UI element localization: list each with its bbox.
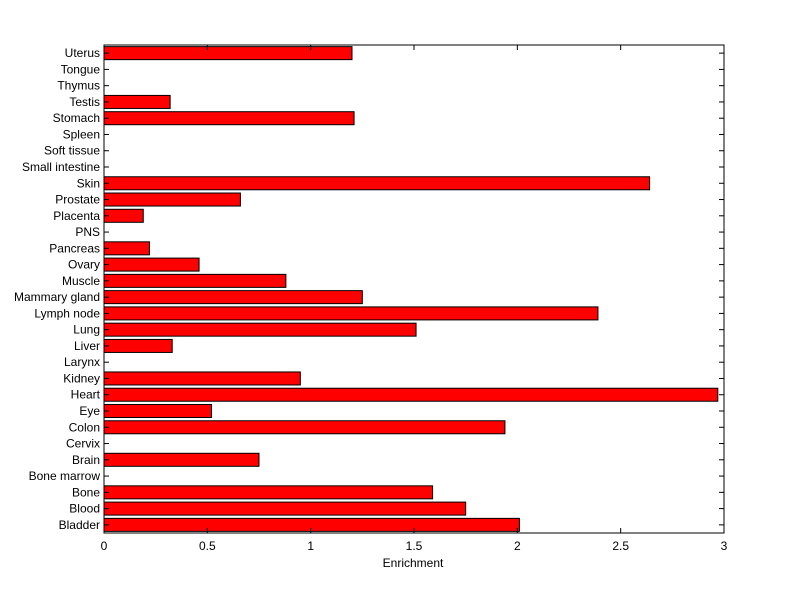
bar-blood <box>103 501 467 516</box>
bar-mammary-gland <box>103 290 363 305</box>
y-tick-label: Eye <box>79 404 100 418</box>
y-tick-label: Lymph node <box>34 306 100 320</box>
y-tick-label: Placenta <box>53 209 100 223</box>
bar-kidney <box>103 371 301 386</box>
y-tick-label: Thymus <box>57 79 100 93</box>
y-tick-label: Blood <box>69 502 100 516</box>
x-tick-label: 1 <box>307 539 314 553</box>
bar-stomach <box>103 111 355 126</box>
y-tick-label: Liver <box>74 339 100 353</box>
plot-area <box>104 45 724 533</box>
y-tick-label: Ovary <box>68 258 100 272</box>
y-tick-label: Uterus <box>65 46 100 60</box>
y-tick-label: Skin <box>77 176 100 190</box>
bar-heart <box>103 387 719 402</box>
bar-placenta <box>103 208 144 223</box>
bar-prostate <box>103 192 241 207</box>
y-tick-label: PNS <box>75 225 100 239</box>
y-tick-label: Pancreas <box>49 241 100 255</box>
y-tick-label: Heart <box>71 388 101 402</box>
bar-brain <box>103 452 260 467</box>
y-tick-label: Brain <box>72 453 100 467</box>
y-tick-label: Spleen <box>63 127 100 141</box>
y-tick-label: Prostate <box>55 193 100 207</box>
y-tick-label: Soft tissue <box>44 144 100 158</box>
y-tick-label: Bone marrow <box>29 469 101 483</box>
y-tick-label: Tongue <box>61 62 101 76</box>
bar-muscle <box>103 273 287 288</box>
y-tick-label: Small intestine <box>22 160 100 174</box>
y-tick-label: Muscle <box>62 274 100 288</box>
y-tick-label: Cervix <box>66 437 100 451</box>
x-tick-labels: 0 0.5 1 1.5 2 2.5 3 <box>101 539 728 553</box>
x-tick-label: 0 <box>101 539 108 553</box>
x-tick-label: 0.5 <box>199 539 216 553</box>
x-tick-label: 1.5 <box>406 539 423 553</box>
x-tick-label: 2 <box>514 539 521 553</box>
bar-colon <box>103 420 506 435</box>
bar-lymph-node <box>103 306 599 321</box>
bar-liver <box>103 338 173 353</box>
y-tick-label: Bone <box>72 485 100 499</box>
bar-ovary <box>103 257 200 272</box>
y-tick-label: Bladder <box>59 518 100 532</box>
y-tick-label: Testis <box>69 95 100 109</box>
y-tick-label: Larynx <box>64 355 100 369</box>
bar-eye <box>103 403 212 419</box>
bar-uterus <box>103 46 353 61</box>
y-tick-label: Stomach <box>53 111 100 125</box>
plot-frame <box>103 44 725 534</box>
y-tick-label: Mammary gland <box>14 290 100 304</box>
bar-bladder <box>103 517 520 532</box>
y-tick-labels: Bladder Blood Bone Bone marrow Brain Cervix Co… <box>14 46 101 532</box>
x-axis-label: Enrichment <box>383 556 444 570</box>
x-tick-label: 2.5 <box>612 539 629 553</box>
bar-bone <box>103 485 434 500</box>
y-tick-label: Colon <box>69 420 100 434</box>
bar-pancreas <box>103 241 150 256</box>
bar-testis <box>103 94 171 109</box>
y-tick-label: Lung <box>73 323 100 337</box>
y-tick-label: Kidney <box>63 371 100 385</box>
bar-skin <box>103 176 651 191</box>
bar-lung <box>103 322 417 337</box>
x-tick-label: 3 <box>721 539 728 553</box>
